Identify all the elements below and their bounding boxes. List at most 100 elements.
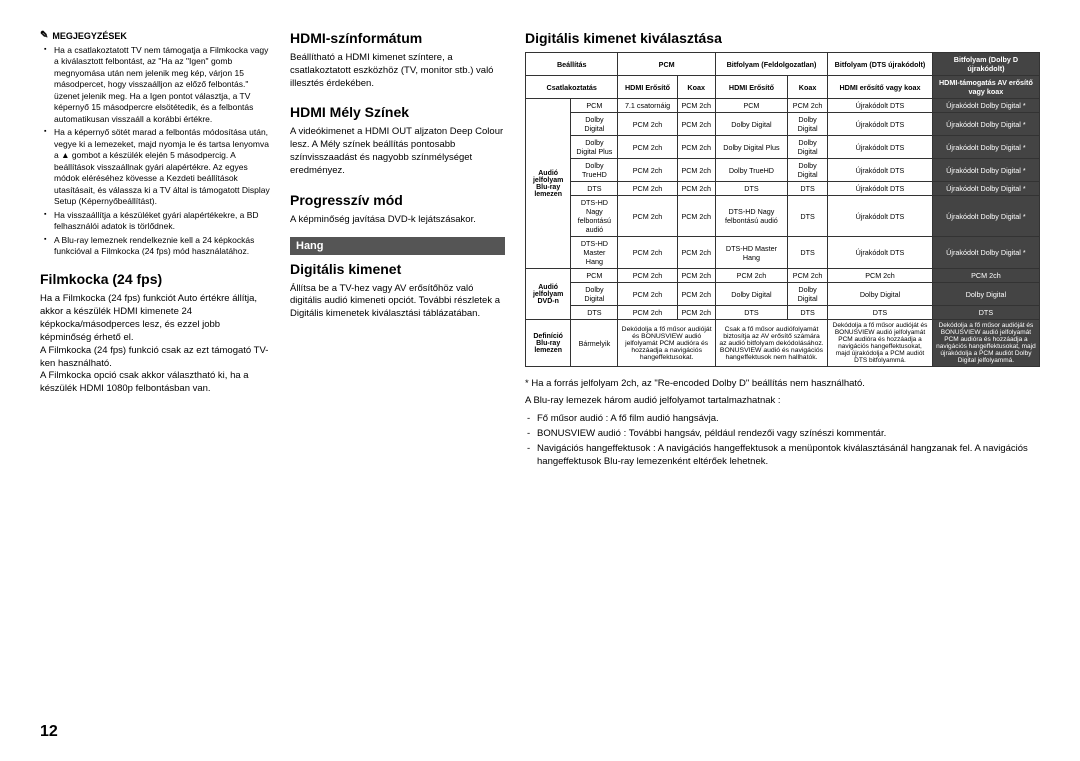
cell: Újrakódolt Dolby Digital * <box>932 99 1039 113</box>
footnote-2: A Blu-ray lemezek három audió jelfolyamo… <box>525 394 1040 407</box>
cell: PCM 2ch <box>828 269 933 283</box>
digital-output-body: Állítsa be a TV-hez vagy AV erősítőhöz v… <box>290 283 505 321</box>
th-beallitas: Beállítás <box>526 53 618 76</box>
hdmi-color-body: Beállítható a HDMI kimenet színtere, a c… <box>290 52 505 90</box>
note-item: Ha a csatlakoztatott TV nem támogatja a … <box>54 45 270 125</box>
rowgroup-bluray: Audió jelfolyam Blu-ray lemezen <box>526 99 571 269</box>
cell: Dolby Digital <box>788 113 828 136</box>
cell: Dolby Digital Plus <box>571 136 618 159</box>
cell: Dekódolja a fő műsor audióját és BONUSVI… <box>828 320 933 367</box>
th-koax2: Koax <box>788 76 828 99</box>
cell: DTS-HD Master Hang <box>571 237 618 269</box>
cell: PCM <box>715 99 787 113</box>
note-item: Ha a képernyő sötét marad a felbontás mó… <box>54 127 270 207</box>
cell: Bármelyik <box>571 320 618 367</box>
hdmi-deep-title: HDMI Mély Színek <box>290 104 505 120</box>
middle-column: HDMI-színformátum Beállítható a HDMI kim… <box>290 30 505 471</box>
th-csatlak: Csatlakoztatás <box>526 76 618 99</box>
cell: Újrakódolt DTS <box>828 237 933 269</box>
cell: Újrakódolt Dolby Digital * <box>932 182 1039 196</box>
th-pcm: PCM <box>618 53 715 76</box>
cell: DTS <box>571 182 618 196</box>
cell: PCM 2ch <box>677 136 715 159</box>
th-hdmi-er: HDMI Erősítő <box>618 76 677 99</box>
cell: PCM 2ch <box>677 182 715 196</box>
cell: Újrakódolt DTS <box>828 182 933 196</box>
cell: DTS <box>788 306 828 320</box>
cell: DTS <box>715 306 787 320</box>
cell: Újrakódolt DTS <box>828 136 933 159</box>
rowgroup-def: Definíció Blu-ray lemezen <box>526 320 571 367</box>
rowgroup-dvd: Audió jelfolyam DVD-n <box>526 269 571 320</box>
cell: Dolby Digital <box>788 136 828 159</box>
cell: Csak a fő műsor audiófolyamát biztosítja… <box>715 320 827 367</box>
cell: Újrakódolt DTS <box>828 196 933 237</box>
cell: PCM 2ch <box>618 196 677 237</box>
cell: PCM 2ch <box>618 182 677 196</box>
cell: Dolby Digital <box>715 283 787 306</box>
output-selection-table: Beállítás PCM Bitfolyam (Feldolgozatlan)… <box>525 52 1040 367</box>
notes-list: Ha a csatlakoztatott TV nem támogatja a … <box>40 45 270 257</box>
cell: PCM 2ch <box>618 283 677 306</box>
cell: PCM 2ch <box>677 237 715 269</box>
footnotes: * Ha a forrás jelfolyam 2ch, az "Re-enco… <box>525 377 1040 469</box>
cell: Dolby Digital <box>571 283 618 306</box>
cell: PCM 2ch <box>677 306 715 320</box>
right-column: Digitális kimenet kiválasztása Beállítás… <box>525 30 1040 471</box>
footnote-1: * Ha a forrás jelfolyam 2ch, az "Re-enco… <box>525 377 1040 390</box>
cell: DTS-HD Master Hang <box>715 237 787 269</box>
cell: Újrakódolt Dolby Digital * <box>932 159 1039 182</box>
note-item: A Blu-ray lemeznek rendelkeznie kell a 2… <box>54 235 270 258</box>
th-bit-feldolg: Bitfolyam (Feldolgozatlan) <box>715 53 827 76</box>
cell: DTS <box>715 182 787 196</box>
cell: Dolby Digital <box>828 283 933 306</box>
note-item: Ha visszaállítja a készüléket gyári alap… <box>54 210 270 233</box>
cell: PCM 2ch <box>932 269 1039 283</box>
cell: PCM 2ch <box>618 237 677 269</box>
cell: Dolby Digital <box>932 283 1039 306</box>
cell: PCM 2ch <box>618 306 677 320</box>
cell: PCM 2ch <box>677 269 715 283</box>
cell: Dolby TrueHD <box>715 159 787 182</box>
notes-header: MEGJEGYZÉSEK <box>40 30 270 41</box>
hdmi-deep-body: A videókimenet a HDMI OUT aljzaton Deep … <box>290 126 505 177</box>
digital-output-title: Digitális kimenet <box>290 261 505 277</box>
cell: PCM 2ch <box>618 113 677 136</box>
th-hdmi-koax: HDMI erősítő vagy koax <box>828 76 933 99</box>
cell: PCM 2ch <box>677 159 715 182</box>
cell: PCM 2ch <box>788 269 828 283</box>
cell: DTS-HD Nagy felbontású audió <box>571 196 618 237</box>
cell: Dolby Digital <box>571 113 618 136</box>
footnote-item: BONUSVIEW audió : További hangsáv, példá… <box>537 427 1040 440</box>
cell: Dolby Digital <box>788 283 828 306</box>
progressive-body: A képminőség javítása DVD-k lejátszásako… <box>290 214 505 227</box>
cell: DTS <box>828 306 933 320</box>
progressive-title: Progresszív mód <box>290 192 505 208</box>
cell: Dolby TrueHD <box>571 159 618 182</box>
page-number: 12 <box>40 723 58 741</box>
cell: 7.1 csatornáig <box>618 99 677 113</box>
cell: DTS <box>932 306 1039 320</box>
cell: Újrakódolt DTS <box>828 113 933 136</box>
hang-section-bar: Hang <box>290 237 505 255</box>
footnote-list: Fő műsor audió : A fő film audió hangsáv… <box>525 412 1040 469</box>
cell: Dolby Digital <box>715 113 787 136</box>
footnote-item: Fő műsor audió : A fő film audió hangsáv… <box>537 412 1040 425</box>
footnote-item: Navigációs hangeffektusok : A navigációs… <box>537 442 1040 469</box>
cell: Dolby Digital <box>788 159 828 182</box>
cell: Dekódolja a fő műsor audióját és BONUSVI… <box>932 320 1039 367</box>
cell: Újrakódolt Dolby Digital * <box>932 196 1039 237</box>
th-bit-dolby: Bitfolyam (Dolby D újrakódolt) <box>932 53 1039 76</box>
cell: PCM 2ch <box>618 136 677 159</box>
cell: Újrakódolt DTS <box>828 99 933 113</box>
hdmi-color-title: HDMI-színformátum <box>290 30 505 46</box>
cell: Dekódolja a fő műsor audióját és BONUSVI… <box>618 320 715 367</box>
cell: DTS-HD Nagy felbontású audió <box>715 196 787 237</box>
table-title: Digitális kimenet kiválasztása <box>525 30 1040 46</box>
filmkocka-body: Ha a Filmkocka (24 fps) funkciót Auto ér… <box>40 293 270 396</box>
cell: PCM 2ch <box>618 269 677 283</box>
cell: DTS <box>788 237 828 269</box>
th-hdmi-tam: HDMI-támogatás AV erősítő vagy koax <box>932 76 1039 99</box>
cell: Dolby Digital Plus <box>715 136 787 159</box>
left-column: MEGJEGYZÉSEK Ha a csatlakoztatott TV nem… <box>40 30 270 471</box>
